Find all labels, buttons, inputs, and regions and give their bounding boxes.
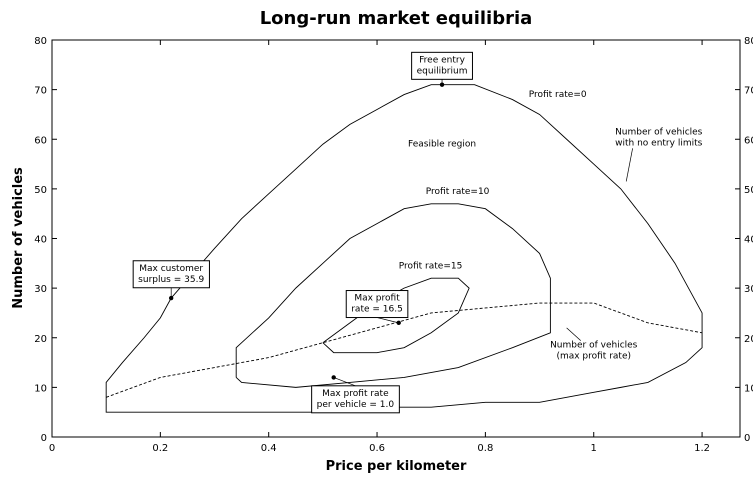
pointer [376,317,399,324]
y2-tick-label: 0 [744,433,750,444]
label-box [132,260,210,289]
point-label-line: Free entry [419,55,465,65]
annotation-line: (max profit rate) [556,352,631,362]
contour-line [235,203,551,388]
x-tick-label: 0.2 [152,443,168,454]
x-tick-label: 0.6 [369,443,385,454]
point-label-line: equilibrium [417,66,468,76]
annotation: Feasible region [408,140,476,150]
y-tick-label: 20 [34,334,47,345]
y-tick-label: 60 [34,135,47,146]
y2-tick-label: 10 [744,383,753,394]
annotation-pointer [625,148,633,182]
y2-tick-label: 70 [744,86,753,97]
y-axis-label: Number of vehicles [11,167,26,309]
chart-title: Long-run market equilibria [260,8,533,29]
x-tick-label: 1 [591,443,597,454]
y2-tick-label: 80 [744,36,753,47]
y2-tick-label: 60 [744,135,753,146]
y-tick-label: 70 [34,86,47,97]
equilibrium-point [168,295,174,301]
annotation-line: Number of vehicles [615,127,703,137]
point-label-line: surplus = 35.9 [138,275,204,285]
point-label-line: per vehicle = 1.0 [317,400,395,410]
equilibrium-point [396,320,401,326]
annotation-line: with no entry limits [615,138,702,148]
y-tick-label: 10 [34,383,47,394]
y2-tick-label: 30 [744,284,753,295]
y-tick-label: 30 [34,284,47,295]
y-tick-label: 40 [34,235,47,246]
curve-label: Profit rate=10 [426,187,490,197]
point-label-line: Max profit rate [322,389,389,399]
equilibrium-point [439,82,445,87]
contour-line [105,84,703,413]
annotation-line: Feasible region [408,140,476,150]
y2-tick-label: 40 [744,235,753,246]
y2-tick-label: 50 [744,185,753,196]
curve-label: Profit rate=0 [529,90,587,100]
x-axis-label: Price per kilometer [326,459,467,474]
annotation: Number of vehicles with no entry limits [615,127,703,148]
x-tick-label: 1.2 [694,443,710,454]
point-label: Max profit rate = 16.5 [351,294,403,315]
y-tick-label: 0 [41,433,47,444]
point-label-line: rate = 16.5 [351,305,403,315]
point-label-line: Max customer [139,264,203,274]
y-tick-label: 80 [34,36,47,47]
y-tick-label: 50 [34,185,47,196]
point-label-line: Max profit [354,294,400,304]
point-label: Free entry equilibrium [417,55,468,76]
annotation: Number of vehicles (max profit rate) [550,341,638,362]
x-tick-label: 0 [49,443,55,454]
annotation-line: Number of vehicles [550,341,638,351]
equilibrium-point [331,375,336,380]
point-label: Max customer surplus = 35.9 [138,264,204,285]
contour-line [106,302,703,398]
label-box [311,385,400,414]
y2-tick-label: 20 [744,334,753,345]
curve-label: Profit rate=15 [399,261,463,271]
pointer [333,377,356,387]
annotation-pointer [566,327,581,341]
x-tick-label: 0.8 [477,443,493,454]
point-label: Max profit rate per vehicle = 1.0 [317,389,395,410]
x-tick-label: 0.4 [261,443,277,454]
